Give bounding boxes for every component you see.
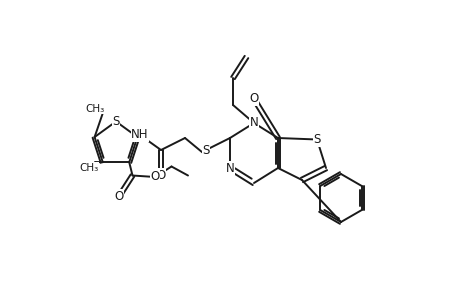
Text: S: S	[313, 133, 320, 146]
Text: O: O	[156, 169, 165, 182]
Text: CH₃: CH₃	[79, 163, 98, 173]
Text: N: N	[249, 116, 258, 130]
Text: S: S	[112, 115, 119, 128]
Text: O: O	[114, 190, 123, 203]
Text: O: O	[150, 170, 159, 184]
Text: N: N	[225, 161, 234, 175]
Text: S: S	[202, 143, 209, 157]
Text: CH₃: CH₃	[85, 103, 104, 114]
Text: O: O	[249, 92, 258, 106]
Text: NH: NH	[131, 128, 148, 142]
